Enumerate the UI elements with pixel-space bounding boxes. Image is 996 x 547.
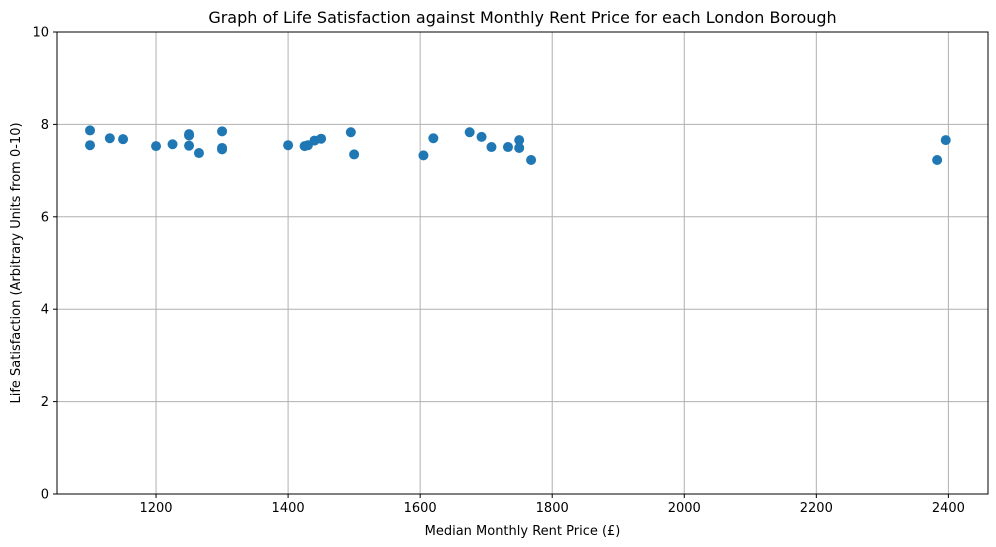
data-point — [940, 135, 951, 146]
data-point — [316, 133, 327, 144]
data-point — [184, 140, 195, 151]
data-point — [217, 144, 228, 155]
y-tick-label: 10 — [32, 26, 49, 41]
y-tick-label: 6 — [41, 210, 49, 225]
data-point — [486, 142, 497, 153]
data-point — [345, 127, 356, 138]
y-tick-label: 2 — [41, 395, 49, 410]
x-tick-label: 1200 — [139, 501, 172, 516]
data-point — [217, 126, 228, 137]
data-point — [932, 154, 943, 165]
x-axis-label: Median Monthly Rent Price (£) — [425, 524, 621, 539]
data-point — [118, 134, 129, 145]
axis-ticks: 1200 1400 1600 1800 2000 2200 2400 0 2 4 6 8 10 — [32, 26, 964, 517]
data-point — [464, 127, 475, 138]
y-tick-label: 4 — [41, 303, 49, 318]
data-point — [418, 150, 429, 161]
data-point — [167, 139, 178, 150]
x-tick-label: 1600 — [404, 501, 437, 516]
data-point — [184, 130, 195, 141]
x-tick-label: 2000 — [668, 501, 701, 516]
data-point — [193, 148, 204, 159]
data-point — [502, 142, 513, 153]
data-point — [514, 135, 525, 146]
data-points — [85, 125, 951, 165]
chart-title: Graph of Life Satisfaction against Month… — [208, 8, 836, 27]
data-point — [151, 141, 162, 152]
data-point — [85, 140, 96, 151]
data-point — [349, 149, 360, 160]
x-tick-label: 1400 — [272, 501, 305, 516]
y-tick-label: 0 — [41, 488, 49, 503]
data-point — [476, 131, 487, 142]
data-point — [85, 125, 96, 136]
data-point — [514, 142, 525, 153]
grid-lines — [57, 31, 988, 495]
x-tick-label: 2200 — [800, 501, 833, 516]
y-axis-label: Life Satisfaction (Arbitrary Units from … — [9, 122, 24, 403]
data-point — [428, 133, 439, 144]
x-tick-label: 1800 — [536, 501, 569, 516]
y-tick-label: 8 — [41, 118, 49, 133]
x-tick-label: 2400 — [932, 501, 965, 516]
data-point — [526, 154, 537, 165]
plot-frame — [56, 31, 989, 495]
data-point — [283, 140, 294, 151]
data-point — [104, 133, 115, 144]
